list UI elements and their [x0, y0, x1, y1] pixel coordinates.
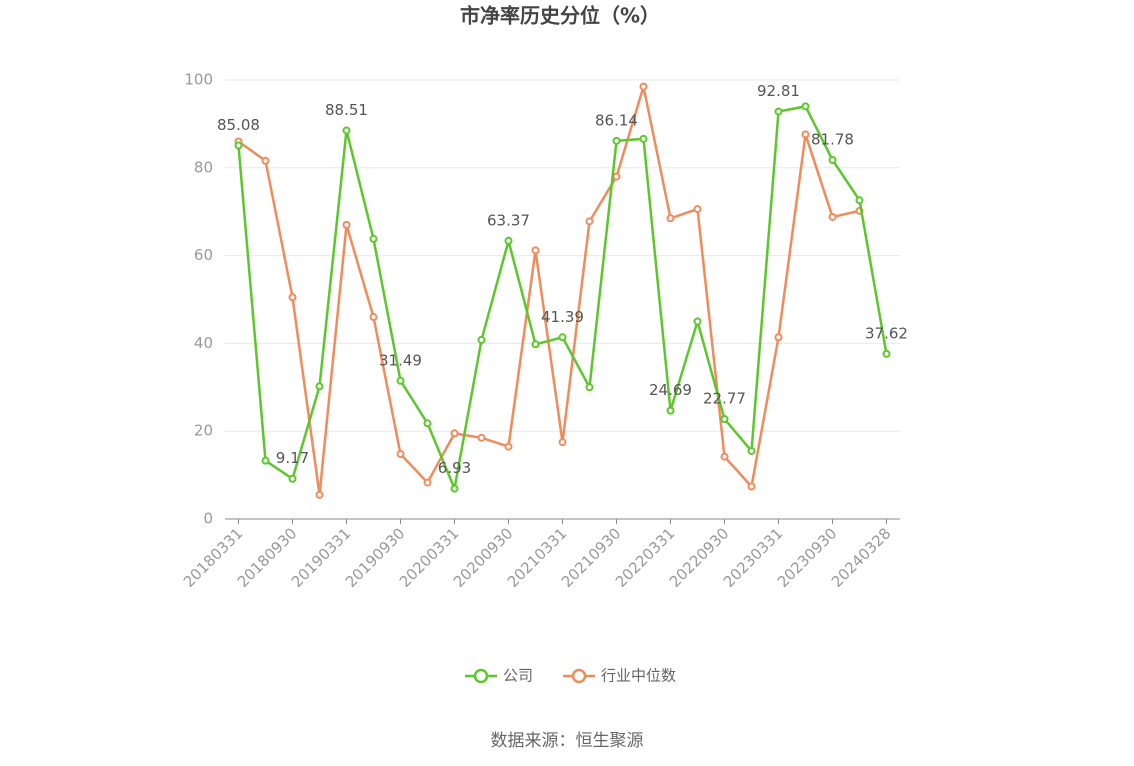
source: 数据来源：恒生聚源 — [491, 731, 644, 751]
chart-title: 市净率历史分位（%） — [460, 4, 660, 28]
point — [693, 317, 702, 326]
point — [396, 376, 405, 385]
y-tick-label: 0 — [203, 510, 213, 528]
data-label: 31.49 — [379, 351, 422, 369]
point — [504, 236, 513, 245]
legend-item: 公司 — [465, 667, 533, 685]
point — [504, 442, 513, 451]
data-label: 88.51 — [325, 101, 368, 119]
point — [747, 446, 756, 455]
data-label: 37.62 — [865, 324, 908, 342]
y-tick-label: 60 — [194, 246, 213, 264]
data-label: 6.93 — [438, 459, 471, 477]
point — [558, 438, 567, 447]
point — [531, 246, 540, 255]
data-label: 81.78 — [811, 130, 854, 148]
point — [369, 313, 378, 322]
legend-label: 行业中位数 — [601, 667, 676, 685]
point — [450, 484, 459, 493]
point — [639, 82, 648, 91]
point — [855, 196, 864, 205]
legend-label: 公司 — [503, 667, 533, 685]
point — [288, 474, 297, 483]
point — [666, 214, 675, 223]
point — [585, 383, 594, 392]
point — [315, 382, 324, 391]
point — [369, 234, 378, 243]
point — [801, 130, 810, 139]
point — [342, 126, 351, 135]
y-tick-label: 80 — [194, 158, 213, 176]
point — [693, 205, 702, 214]
point — [612, 172, 621, 181]
point — [747, 482, 756, 491]
legend-item: 行业中位数 — [563, 667, 676, 685]
data-label: 86.14 — [595, 111, 638, 129]
point — [774, 333, 783, 342]
x-tick-label: 20240328 — [828, 524, 895, 591]
data-label: 41.39 — [541, 308, 584, 326]
point — [558, 333, 567, 342]
y-tick-label: 20 — [194, 422, 213, 440]
point — [720, 415, 729, 424]
point — [801, 102, 810, 111]
point — [882, 349, 891, 358]
y-tick-label: 40 — [194, 334, 213, 352]
point — [342, 220, 351, 229]
point — [423, 419, 432, 428]
legend-marker — [473, 668, 489, 684]
point — [828, 155, 837, 164]
point — [234, 141, 243, 150]
point — [531, 340, 540, 349]
data-label: 9.17 — [276, 449, 309, 467]
point — [720, 452, 729, 461]
point — [423, 478, 432, 487]
point — [828, 212, 837, 221]
data-label: 85.08 — [217, 116, 260, 134]
point — [288, 293, 297, 302]
point — [639, 134, 648, 143]
point — [261, 456, 270, 465]
series-line — [237, 86, 860, 496]
point — [585, 217, 594, 226]
legend-marker — [571, 668, 587, 684]
point — [261, 156, 270, 165]
data-label: 92.81 — [757, 82, 800, 100]
point — [450, 429, 459, 438]
point — [774, 107, 783, 116]
data-label: 22.77 — [703, 390, 746, 408]
data-label: 63.37 — [487, 211, 530, 229]
point — [477, 433, 486, 442]
y-tick-label: 100 — [184, 71, 213, 89]
point — [477, 335, 486, 344]
point — [315, 490, 324, 499]
data-label: 24.69 — [649, 381, 692, 399]
point — [666, 406, 675, 415]
point — [396, 450, 405, 459]
point — [612, 136, 621, 145]
